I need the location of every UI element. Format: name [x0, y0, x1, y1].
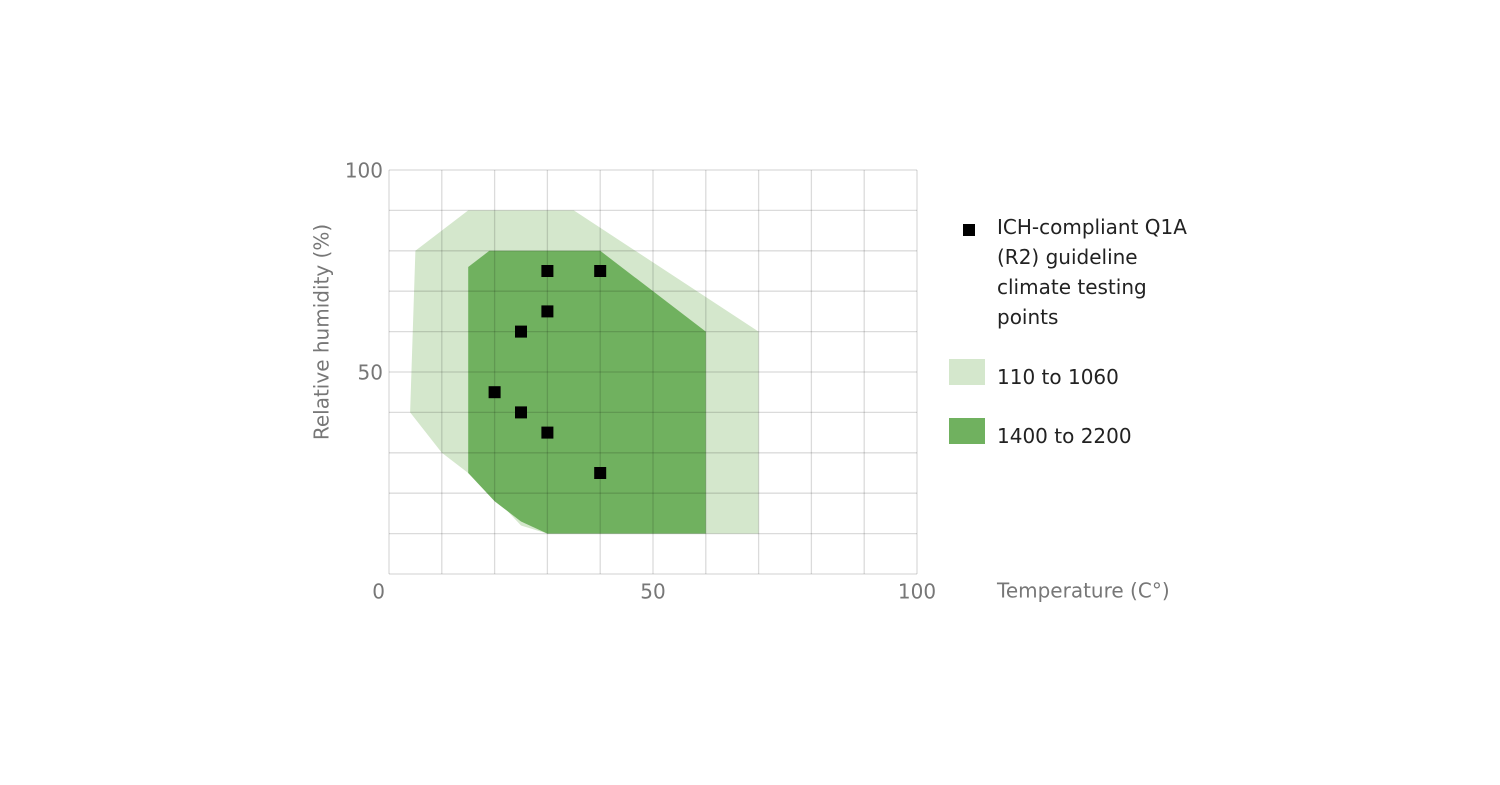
data-point: [541, 305, 554, 318]
area: [468, 250, 706, 534]
x-axis-title: Temperature (C°): [996, 579, 1170, 603]
legend-label: ICH-compliant Q1A (R2) guideline climate…: [997, 215, 1187, 329]
legend-marker: [963, 224, 975, 236]
data-point: [541, 426, 554, 439]
y-tick-label: 50: [358, 361, 383, 385]
data-point: [594, 467, 607, 479]
y-axis-title: Relative humidity (%): [310, 224, 334, 440]
data-point: [515, 325, 527, 338]
y-tick-label: 100: [345, 159, 383, 183]
x-tick-label: 0: [372, 580, 385, 604]
legend-swatch: [949, 359, 985, 385]
data-point: [594, 265, 607, 277]
x-tick-label: 50: [640, 580, 665, 604]
x-tick-label: 100: [898, 580, 936, 604]
data-point: [488, 386, 501, 399]
data-point: [541, 265, 554, 277]
data-point: [515, 406, 527, 419]
legend-label: 110 to 1060: [997, 365, 1119, 389]
legend-swatch: [949, 418, 985, 444]
legend-label: 1400 to 2200: [997, 424, 1132, 448]
